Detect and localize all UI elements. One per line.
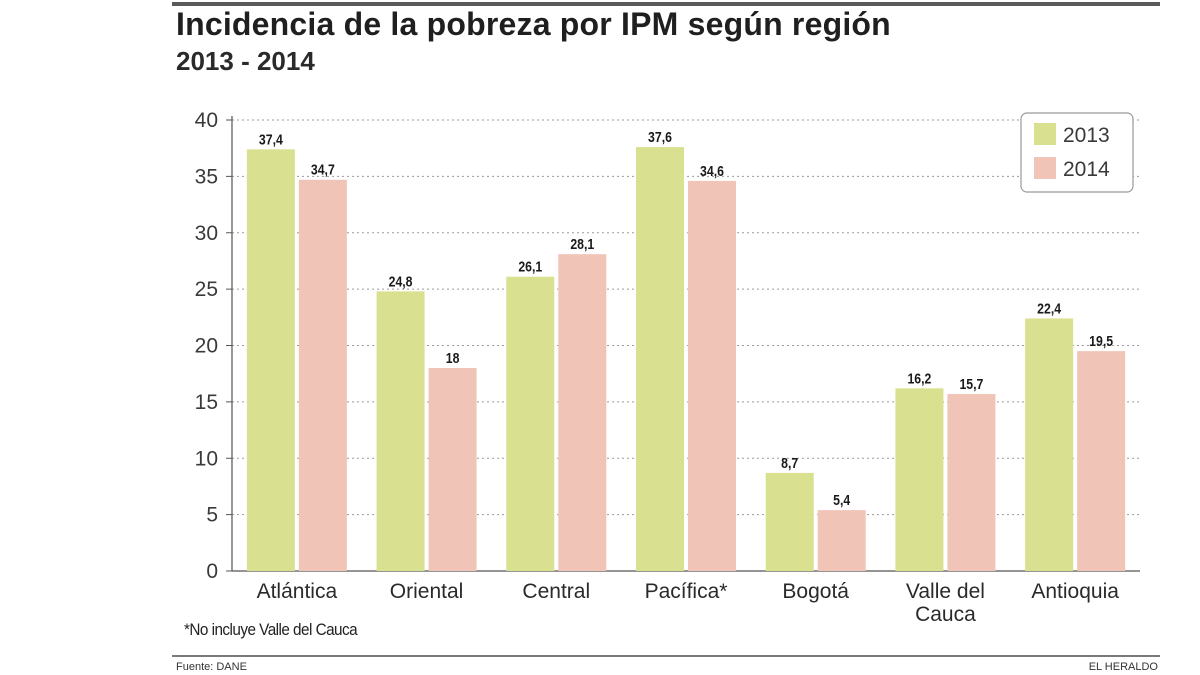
brand-credit: EL HERALDO xyxy=(1088,661,1158,673)
category-label: Central xyxy=(522,580,590,603)
value-label: 28,1 xyxy=(570,236,594,252)
bar-2014 xyxy=(817,510,866,571)
bar-2014 xyxy=(428,368,477,571)
source-credit: Fuente: DANE xyxy=(176,661,247,673)
bar-2013 xyxy=(246,149,295,571)
category-label: Antioquia xyxy=(1031,580,1119,603)
category-label: Bogotá xyxy=(782,580,849,603)
value-label: 26,1 xyxy=(518,259,542,275)
bars xyxy=(246,147,1126,572)
category-label: Valle del xyxy=(906,580,985,603)
chart-subtitle: 2013 - 2014 xyxy=(176,46,315,76)
x-axis-labels: Atlántica Oriental Central Pacífica* Bogotá V… xyxy=(257,580,1120,626)
value-label: 8,7 xyxy=(781,455,798,471)
bar-2013 xyxy=(506,276,555,571)
legend-label-2013: 2013 xyxy=(1063,124,1110,147)
category-label: Oriental xyxy=(390,580,464,603)
gridlines xyxy=(232,119,1140,516)
y-tick-label: 15 xyxy=(195,391,218,414)
legend: 2013 2014 xyxy=(1020,112,1134,193)
bar-2014 xyxy=(688,180,736,571)
value-label: 16,2 xyxy=(907,370,931,386)
value-label: 37,6 xyxy=(648,129,672,145)
legend-swatch-2014 xyxy=(1034,157,1056,179)
y-tick-label: 30 xyxy=(195,222,218,245)
value-label: 19,5 xyxy=(1089,333,1113,349)
y-tick-label: 25 xyxy=(195,278,218,301)
chart-title: Incidencia de la pobreza por IPM según r… xyxy=(176,6,891,42)
category-label: Cauca xyxy=(915,603,976,626)
bar-2014 xyxy=(947,393,996,571)
category-label: Atlántica xyxy=(257,580,338,603)
value-label: 34,6 xyxy=(700,163,724,179)
bar-2013 xyxy=(765,472,814,571)
value-label: 22,4 xyxy=(1037,300,1061,316)
bar-2013 xyxy=(895,388,944,571)
bar-2013 xyxy=(376,291,425,571)
top-rule xyxy=(172,2,1160,6)
legend-label-2014: 2014 xyxy=(1063,158,1110,181)
value-label: 37,4 xyxy=(259,131,283,147)
legend-swatch-2013 xyxy=(1034,123,1056,145)
y-tick-label: 10 xyxy=(195,447,218,470)
y-tick-label: 35 xyxy=(195,165,218,188)
y-tick-label: 0 xyxy=(206,560,218,583)
value-label: 24,8 xyxy=(389,273,413,289)
bottom-rule xyxy=(172,655,1160,657)
bar-2013 xyxy=(1025,318,1074,571)
value-label: 5,4 xyxy=(833,492,850,508)
value-label: 34,7 xyxy=(311,162,335,178)
y-tick-label: 40 xyxy=(195,109,218,132)
footnote: *No incluye Valle del Cauca xyxy=(184,620,358,639)
value-labels: 37,4 34,7 24,8 18 26,1 28,1 37,6 34,6 8,7 5,4 16,2… xyxy=(259,129,1114,508)
bar-2014 xyxy=(558,254,607,572)
category-label: Pacífica* xyxy=(645,580,728,603)
value-label: 18 xyxy=(446,350,460,366)
value-label: 15,7 xyxy=(959,376,983,392)
bar-2014 xyxy=(298,179,347,571)
bar-2014 xyxy=(1077,351,1126,571)
y-tick-label: 20 xyxy=(195,335,218,358)
bar-2013 xyxy=(636,147,684,571)
y-tick-label: 5 xyxy=(206,504,218,527)
